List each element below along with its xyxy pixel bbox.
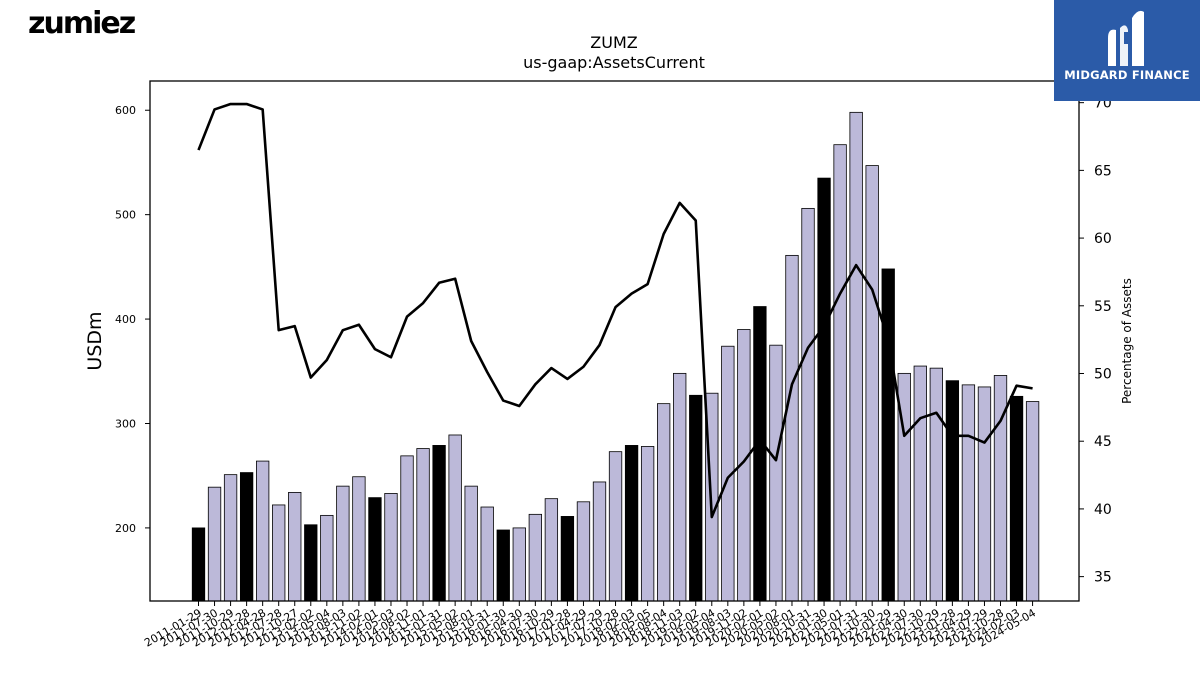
y2-tick-label: 55 xyxy=(1094,299,1112,315)
brand-name: MIDGARD FINANCE xyxy=(1064,68,1190,82)
bar xyxy=(239,472,254,602)
bar xyxy=(400,455,414,602)
bar xyxy=(480,506,494,602)
y2-tick-label: 40 xyxy=(1094,502,1112,518)
plot-frame xyxy=(149,80,1080,602)
y2-tick-label: 50 xyxy=(1094,367,1112,383)
bar xyxy=(528,513,542,602)
bar xyxy=(608,451,623,602)
y2-axis-label: Percentage of Assets xyxy=(1120,278,1134,404)
bar xyxy=(544,498,559,602)
bar xyxy=(1025,401,1040,602)
bar xyxy=(977,386,992,602)
bar xyxy=(560,516,575,602)
y-tick-label: 300 xyxy=(115,417,136,430)
bar xyxy=(336,485,350,602)
bar xyxy=(464,485,478,602)
y2-tick-label: 45 xyxy=(1094,434,1112,450)
bar xyxy=(223,474,238,602)
bar xyxy=(929,367,943,602)
bar xyxy=(640,446,655,602)
bar xyxy=(272,504,286,602)
bar xyxy=(624,445,639,602)
bar xyxy=(304,524,318,602)
bar xyxy=(785,254,799,602)
y-tick-label: 600 xyxy=(115,104,136,117)
chart-subtitle: us-gaap:AssetsCurrent xyxy=(523,53,705,72)
bar xyxy=(191,527,206,602)
bars-group xyxy=(191,111,1040,602)
bar xyxy=(288,492,302,602)
chart-title: ZUMZ xyxy=(590,33,637,52)
bar xyxy=(769,344,783,602)
bar xyxy=(833,144,847,602)
bar xyxy=(961,384,976,602)
bar xyxy=(913,365,927,602)
bar xyxy=(689,394,703,602)
bar xyxy=(496,529,510,602)
y-axis-label: USDm xyxy=(84,311,106,370)
bar xyxy=(320,514,334,602)
y-tick-label: 500 xyxy=(115,209,136,222)
bar xyxy=(512,527,526,602)
bar xyxy=(849,111,863,602)
bar xyxy=(256,460,270,602)
bar xyxy=(657,403,671,602)
bar xyxy=(945,380,960,602)
bar xyxy=(817,177,831,602)
bar xyxy=(416,448,430,602)
bar xyxy=(865,165,879,602)
percentage-line xyxy=(197,102,1033,519)
bar xyxy=(801,207,815,602)
zumiez-logo: zumiez xyxy=(28,6,136,41)
bar xyxy=(384,493,398,602)
y-tick-label: 200 xyxy=(115,522,136,535)
line-layer xyxy=(197,102,1033,519)
bar xyxy=(352,476,366,602)
bar xyxy=(368,497,382,602)
bar xyxy=(576,501,591,602)
x-axis: 2011-01-292011-07-302011-10-292012-01-28… xyxy=(142,601,1038,650)
y2-tick-label: 60 xyxy=(1094,231,1112,247)
bar xyxy=(448,434,462,602)
bar xyxy=(207,486,222,602)
bar xyxy=(673,372,687,602)
y2-tick-label: 35 xyxy=(1094,570,1112,586)
bar xyxy=(432,445,446,602)
midgard-finance-logo: MIDGARD FINANCE xyxy=(1054,0,1200,101)
bar xyxy=(881,268,895,602)
y-tick-label: 400 xyxy=(115,313,136,326)
left-axis: 200 300 400 500 600 xyxy=(115,104,150,535)
midgard-mark-icon xyxy=(1108,10,1144,66)
bar xyxy=(1009,395,1024,602)
y2-tick-label: 65 xyxy=(1094,163,1112,179)
bar xyxy=(753,306,767,602)
bar xyxy=(592,481,607,602)
